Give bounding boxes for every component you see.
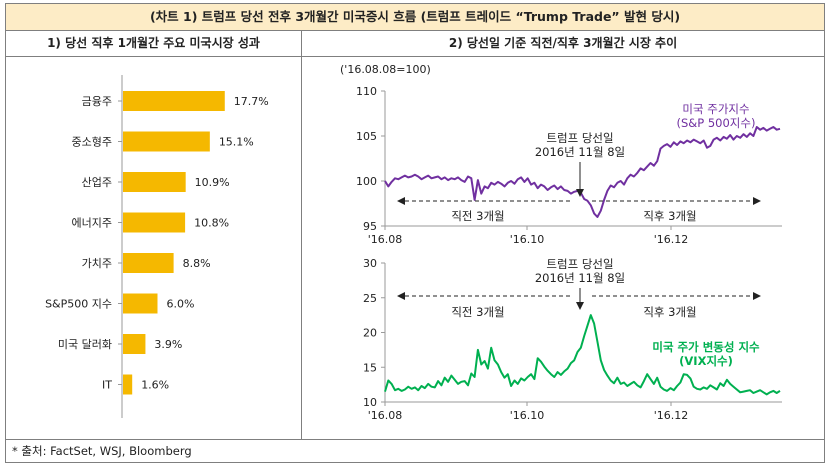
vix-y-tick-label: 15 [363, 361, 377, 374]
vix-y-tick-label: 30 [363, 257, 377, 270]
bar-value-label: 3.9% [154, 338, 182, 351]
spx-series-name-sub: (S&P 500지수) [677, 116, 756, 130]
bar-category-label: 중소형주 [72, 136, 112, 149]
bar-value-label: 10.8% [194, 217, 229, 230]
bar [123, 334, 146, 354]
vix-before-label: 직전 3개월 [451, 305, 504, 319]
vix-after-label: 직후 3개월 [643, 305, 696, 319]
source-note: * 출처: FactSet, WSJ, Bloomberg [12, 444, 192, 458]
spx-after-label: 직후 3개월 [643, 209, 696, 223]
bar-value-label: 1.6% [141, 379, 169, 392]
bar [123, 91, 225, 111]
bar-chart-title: 1) 당선 직후 1개월간 주요 미국시장 성과 [6, 31, 302, 57]
footer-divider [6, 439, 824, 440]
vix-y-tick-label: 10 [363, 396, 377, 409]
bar-value-label: 17.7% [234, 95, 269, 108]
spx-series-name: 미국 주가지수 [682, 102, 749, 116]
bar-value-label: 15.1% [219, 136, 254, 149]
bar-category-label: 미국 달러화 [58, 338, 112, 351]
vix-x-tick-label: '16.08 [368, 409, 403, 422]
bar [123, 172, 186, 192]
spx-before-label: 직전 3개월 [451, 209, 504, 223]
vix-series-line [384, 314, 781, 396]
bar [123, 253, 174, 273]
vix-y-tick-label: 25 [363, 292, 377, 305]
spx-x-tick-label: '16.10 [510, 233, 545, 246]
spx-y-tick-label: 100 [356, 175, 377, 188]
page-title: (차트 1) 트럼프 당선 전후 3개월간 미국증시 흐름 (트럼프 트레이드 … [6, 4, 824, 31]
bar-value-label: 6.0% [167, 298, 195, 311]
bar [123, 131, 210, 152]
panel-divider [301, 56, 302, 439]
bar-category-label: 금융주 [82, 95, 112, 108]
bar-category-label: 산업주 [82, 176, 112, 189]
spx-event-date: 2016년 11월 8일 [535, 145, 625, 159]
vix-series-name: 미국 주가 변동성 지수 [652, 340, 760, 354]
vix-x-tick-label: '16.10 [510, 409, 545, 422]
line-unit-note: ('16.08.08=100) [340, 63, 431, 76]
bar [123, 374, 133, 395]
spx-y-tick-label: 105 [356, 130, 377, 143]
vix-series-name-sub: (VIX지수) [679, 354, 733, 368]
spx-event-label: 트럼프 당선일 [546, 131, 613, 145]
bar-category-label: IT [102, 379, 112, 392]
spx-x-tick-label: '16.08 [368, 233, 403, 246]
bar-value-label: 8.8% [183, 257, 211, 270]
spx-y-tick-label: 95 [363, 220, 377, 233]
vix-x-tick-label: '16.12 [654, 409, 689, 422]
spx-y-tick-label: 110 [356, 85, 377, 98]
bar-category-label: 에너지주 [72, 217, 112, 230]
bar [123, 212, 186, 233]
chart-frame: (차트 1) 트럼프 당선 전후 3개월간 미국증시 흐름 (트럼프 트레이드 … [5, 3, 825, 463]
vix-event-label: 트럼프 당선일 [546, 257, 613, 271]
spx-x-tick-label: '16.12 [654, 233, 689, 246]
bar [123, 293, 158, 314]
vix-event-date: 2016년 11월 8일 [535, 271, 625, 285]
bar-value-label: 10.9% [195, 176, 230, 189]
bar-category-label: 가치주 [82, 257, 112, 270]
vix-y-tick-label: 20 [363, 327, 377, 340]
line-chart-title: 2) 당선일 기준 직전/직후 3개월간 시장 추이 [302, 31, 824, 57]
bar-category-label: S&P500 지수 [45, 298, 112, 311]
